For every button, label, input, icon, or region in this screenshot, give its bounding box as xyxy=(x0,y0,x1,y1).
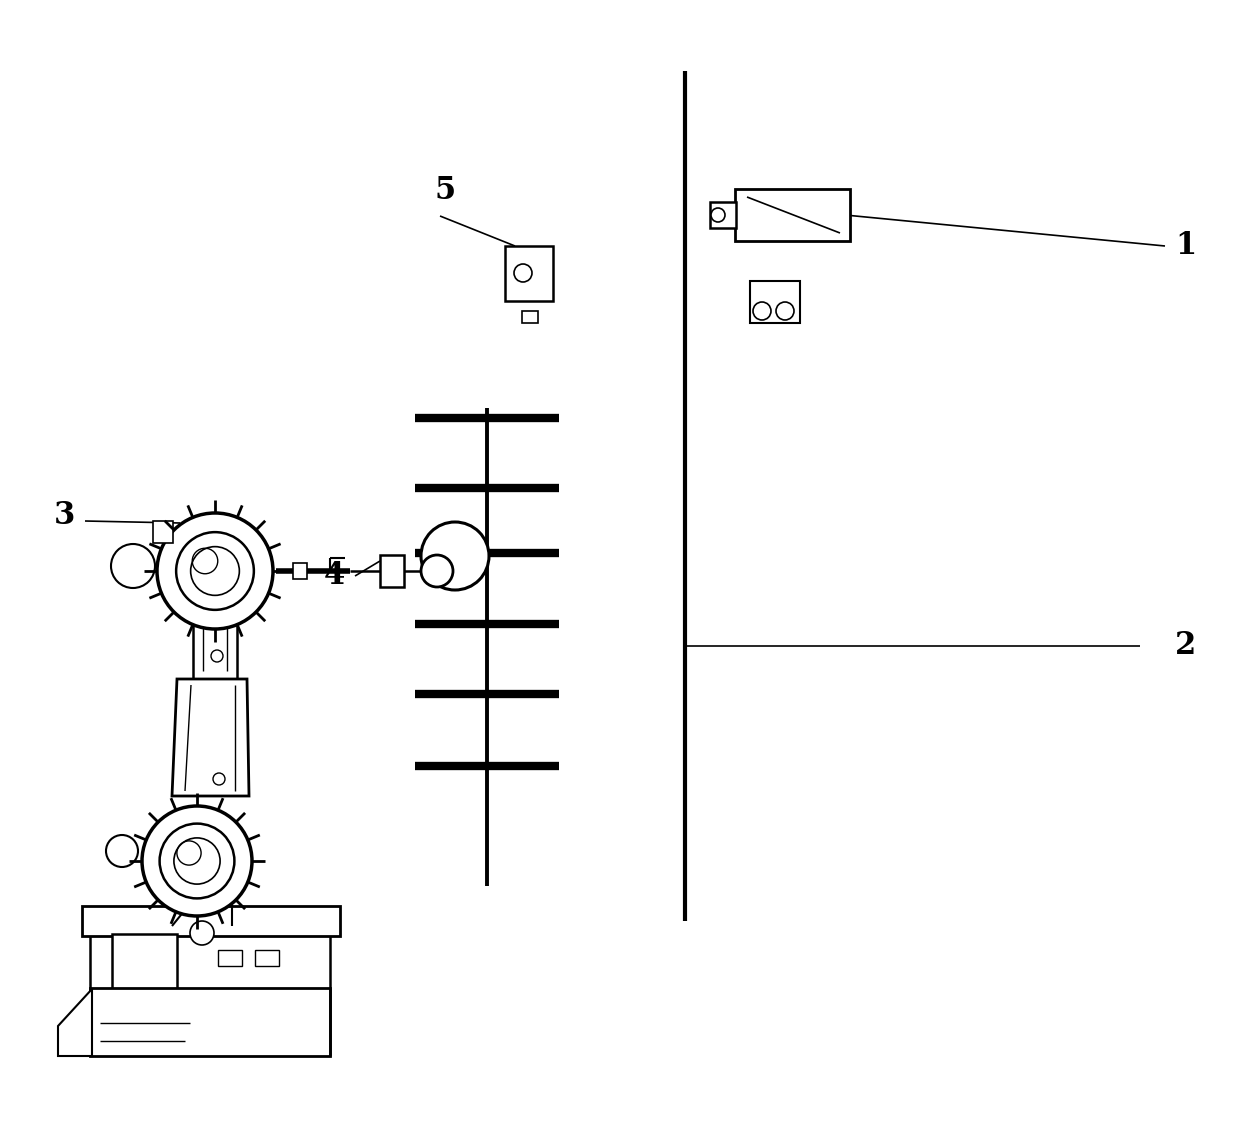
Circle shape xyxy=(143,806,252,916)
Circle shape xyxy=(160,824,234,898)
Circle shape xyxy=(105,835,138,867)
Text: 4: 4 xyxy=(324,560,345,591)
Bar xyxy=(91,988,330,1057)
Text: 3: 3 xyxy=(53,501,74,532)
Circle shape xyxy=(776,302,794,319)
Circle shape xyxy=(422,521,489,590)
Circle shape xyxy=(211,650,223,662)
Bar xyxy=(711,202,737,228)
Circle shape xyxy=(157,513,273,629)
Circle shape xyxy=(112,544,155,588)
Circle shape xyxy=(176,532,254,609)
Polygon shape xyxy=(58,989,92,1057)
Bar xyxy=(379,555,404,586)
Text: 1: 1 xyxy=(1176,230,1197,261)
Circle shape xyxy=(515,264,532,282)
Circle shape xyxy=(753,302,771,319)
Circle shape xyxy=(213,772,224,785)
Bar xyxy=(293,563,308,578)
Bar xyxy=(505,246,553,301)
Circle shape xyxy=(174,837,221,884)
Circle shape xyxy=(711,208,725,222)
Bar xyxy=(112,934,177,989)
Bar xyxy=(193,596,237,681)
Circle shape xyxy=(190,921,215,945)
Bar xyxy=(82,906,340,936)
Bar xyxy=(255,950,279,966)
Bar xyxy=(522,311,538,323)
Bar xyxy=(735,189,849,241)
Bar xyxy=(153,521,174,543)
Circle shape xyxy=(191,547,239,596)
Text: 5: 5 xyxy=(434,175,455,207)
Polygon shape xyxy=(172,679,249,796)
Bar xyxy=(218,950,242,966)
Circle shape xyxy=(422,555,453,586)
Text: 2: 2 xyxy=(1176,631,1197,662)
Bar xyxy=(750,281,800,323)
